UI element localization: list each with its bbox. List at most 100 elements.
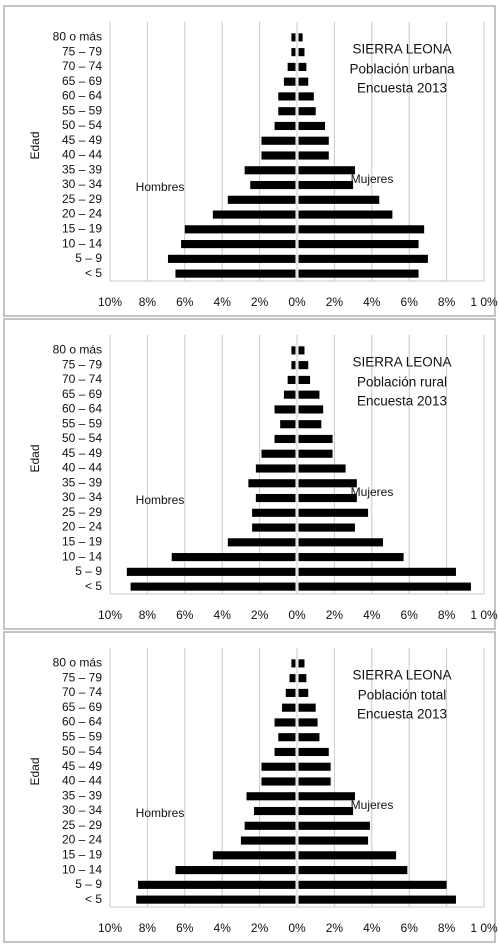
x-tick-label: 8% [438,921,456,935]
bar [291,346,296,355]
x-tick-label: 2% [251,608,269,622]
chart-title: SIERRA LEONA [352,42,451,57]
y-tick-label: 50 – 54 [62,744,102,758]
bar [298,567,456,576]
bar [175,866,296,875]
x-tick-label: 4% [214,295,232,309]
y-tick-label: 75 – 79 [62,357,102,371]
bar [287,375,296,384]
y-tick-label: 45 – 49 [62,133,102,147]
x-tick-label: 1 0% [470,295,498,309]
y-tick-label: 70 – 74 [62,59,102,73]
bar [298,866,408,875]
x-tick-label: 4% [363,295,381,309]
y-tick-label: 55 – 59 [62,729,102,743]
bar [274,434,296,444]
bar [291,33,296,42]
bar [261,762,296,771]
y-tick-label: 75 – 79 [62,670,102,684]
y-tick-label: 80 o más [53,656,102,670]
bar [298,121,326,131]
y-tick-label: 70 – 74 [62,372,102,386]
y-tick-label: 40 – 44 [62,774,102,788]
x-tick-label: 10% [98,921,122,935]
bar [181,240,296,249]
y-tick-label: 45 – 49 [62,759,102,773]
chart-subtitle: Encuesta 2013 [357,394,447,409]
bar [298,449,333,458]
y-tick-label: 40 – 44 [62,461,102,475]
panel-frame [3,631,496,943]
x-tick-label: 8% [438,608,456,622]
bar [298,240,419,249]
y-tick-label: 55 – 59 [62,103,102,117]
x-tick-label: 8% [438,295,456,309]
bar [298,688,309,697]
series-label: Mujeres [351,485,394,499]
chart-subtitle: Encuesta 2013 [357,81,447,96]
y-axis-label: Edad [28,757,42,785]
chart-subtitle: Población total [358,688,447,703]
bar [298,703,316,712]
bar [298,851,397,860]
x-tick-label: 2% [251,921,269,935]
bar [298,836,369,845]
bar [255,493,296,503]
bar [227,195,296,204]
y-tick-label: 40 – 44 [62,148,102,162]
y-tick-label: 80 o más [53,30,102,44]
bar [280,420,296,429]
bar [283,390,296,399]
bar [136,895,296,904]
x-tick-label: 4% [214,608,232,622]
bar [240,836,296,845]
series-label: Mujeres [351,172,394,186]
bar [298,880,447,889]
bar [298,553,404,562]
y-tick-label: 10 – 14 [62,549,102,563]
y-tick-label: 60 – 64 [62,402,102,416]
bar [298,733,320,742]
bar [298,390,320,399]
bar [298,792,355,801]
y-tick-label: 70 – 74 [62,685,102,699]
chart-subtitle: Población rural [357,375,447,390]
bar [261,136,296,145]
bar [227,538,296,547]
bar [274,121,296,131]
bar [298,62,307,71]
bar [298,151,329,160]
bar [278,92,296,101]
y-tick-label: 65 – 69 [62,387,102,401]
x-tick-label: 6% [401,295,419,309]
y-tick-label: 20 – 24 [62,520,102,534]
bar [298,762,331,771]
bar [184,225,296,234]
x-tick-label: 0% [288,295,306,309]
y-tick-label: 75 – 79 [62,44,102,58]
bar [212,851,296,860]
y-tick-label: 55 – 59 [62,416,102,430]
bar [261,151,296,160]
chart-subtitle: Encuesta 2013 [357,707,447,722]
y-tick-label: 15 – 19 [62,847,102,861]
series-label: Mujeres [351,798,394,812]
y-tick-label: 5 – 9 [75,564,102,578]
y-tick-label: 30 – 34 [62,490,102,504]
bar [274,747,296,757]
x-tick-label: 6% [176,921,194,935]
x-tick-label: 10% [98,608,122,622]
bar [298,420,322,429]
bar [244,821,296,830]
y-tick-label: 20 – 24 [62,207,102,221]
x-tick-label: 8% [139,921,157,935]
bar [289,674,296,683]
x-tick-label: 1 0% [470,608,498,622]
y-tick-label: 15 – 19 [62,534,102,548]
bar [298,464,346,473]
y-tick-label: 35 – 39 [62,162,102,176]
bar [298,225,425,234]
x-tick-label: 8% [139,608,157,622]
x-tick-label: 6% [176,295,194,309]
